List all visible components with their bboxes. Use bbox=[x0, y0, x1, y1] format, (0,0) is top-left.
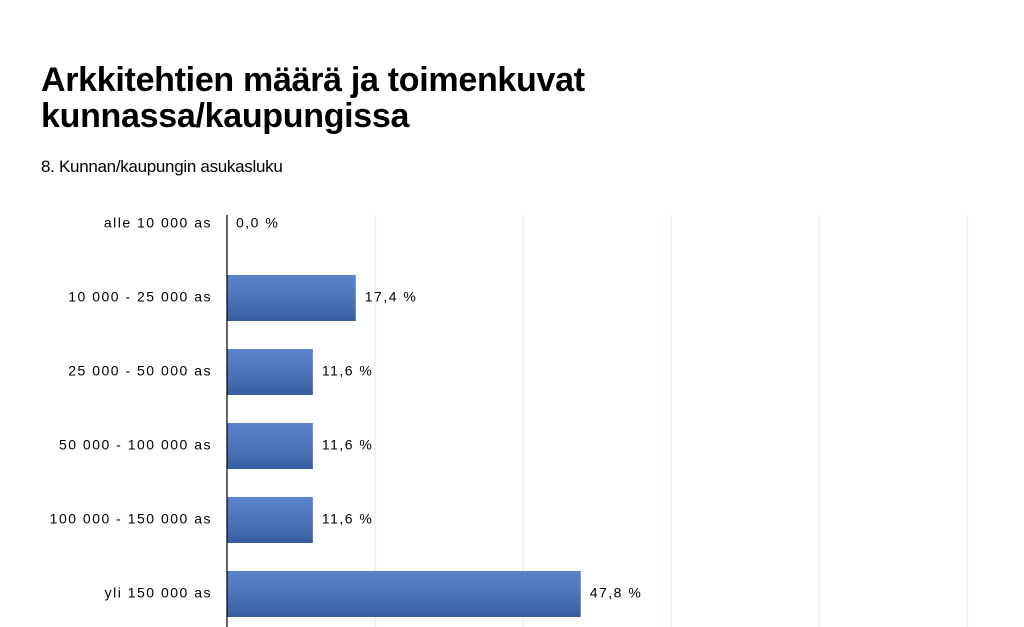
chart-title: Arkkitehtien määrä ja toimenkuvat kunnas… bbox=[41, 61, 585, 135]
y-tick-label: yli 150 000 as bbox=[105, 585, 212, 601]
value-label: 11,6 % bbox=[322, 437, 374, 453]
value-label: 11,6 % bbox=[322, 363, 374, 379]
value-label: 0,0 % bbox=[236, 215, 279, 231]
bar-shade bbox=[227, 497, 313, 543]
chart-subtitle: 8. Kunnan/kaupungin asukasluku bbox=[41, 157, 283, 176]
y-tick-label: alle 10 000 as bbox=[104, 215, 212, 231]
y-tick-label: 10 000 - 25 000 as bbox=[68, 289, 212, 305]
bar-shade bbox=[227, 275, 356, 321]
bar-shade bbox=[227, 349, 313, 395]
value-label: 17,4 % bbox=[365, 289, 418, 305]
value-label: 47,8 % bbox=[590, 585, 643, 601]
bar-shade bbox=[227, 571, 581, 617]
y-tick-label: 100 000 - 150 000 as bbox=[50, 511, 212, 527]
y-tick-label: 25 000 - 50 000 as bbox=[68, 363, 212, 379]
bar-shade bbox=[227, 423, 313, 469]
value-label: 11,6 % bbox=[322, 511, 374, 527]
y-tick-label: 50 000 - 100 000 as bbox=[59, 437, 212, 453]
